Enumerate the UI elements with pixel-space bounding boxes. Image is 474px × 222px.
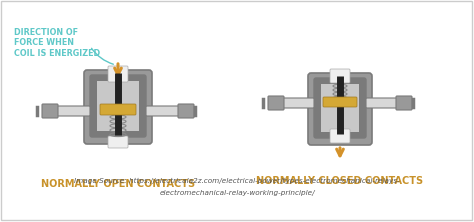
- Text: DIRECTION OF
FORCE WHEN
COIL IS ENERGIZED: DIRECTION OF FORCE WHEN COIL IS ENERGIZE…: [14, 28, 100, 58]
- FancyBboxPatch shape: [84, 70, 152, 144]
- FancyBboxPatch shape: [100, 104, 136, 115]
- FancyBboxPatch shape: [330, 69, 350, 83]
- FancyBboxPatch shape: [366, 98, 400, 108]
- FancyBboxPatch shape: [330, 129, 350, 143]
- FancyBboxPatch shape: [314, 78, 366, 138]
- FancyBboxPatch shape: [396, 96, 412, 110]
- FancyBboxPatch shape: [97, 81, 139, 131]
- FancyBboxPatch shape: [146, 106, 182, 116]
- FancyBboxPatch shape: [323, 97, 357, 107]
- FancyBboxPatch shape: [42, 104, 58, 118]
- FancyBboxPatch shape: [321, 84, 359, 132]
- FancyBboxPatch shape: [108, 66, 128, 82]
- FancyBboxPatch shape: [54, 106, 90, 116]
- Text: Image Source: https://electricala2z.com/electrical-power/types-electromechanical: Image Source: https://electricala2z.com/…: [74, 178, 400, 184]
- Text: electromechanical-relay-working-principle/: electromechanical-relay-working-principl…: [159, 190, 315, 196]
- FancyBboxPatch shape: [268, 96, 284, 110]
- Text: NORMALLY CLOSED CONTACTS: NORMALLY CLOSED CONTACTS: [256, 176, 424, 186]
- FancyBboxPatch shape: [90, 75, 146, 137]
- FancyBboxPatch shape: [280, 98, 314, 108]
- FancyBboxPatch shape: [178, 104, 194, 118]
- Text: NORMALLY OPEN CONTACTS: NORMALLY OPEN CONTACTS: [41, 179, 195, 189]
- FancyBboxPatch shape: [108, 136, 128, 148]
- FancyBboxPatch shape: [308, 73, 372, 145]
